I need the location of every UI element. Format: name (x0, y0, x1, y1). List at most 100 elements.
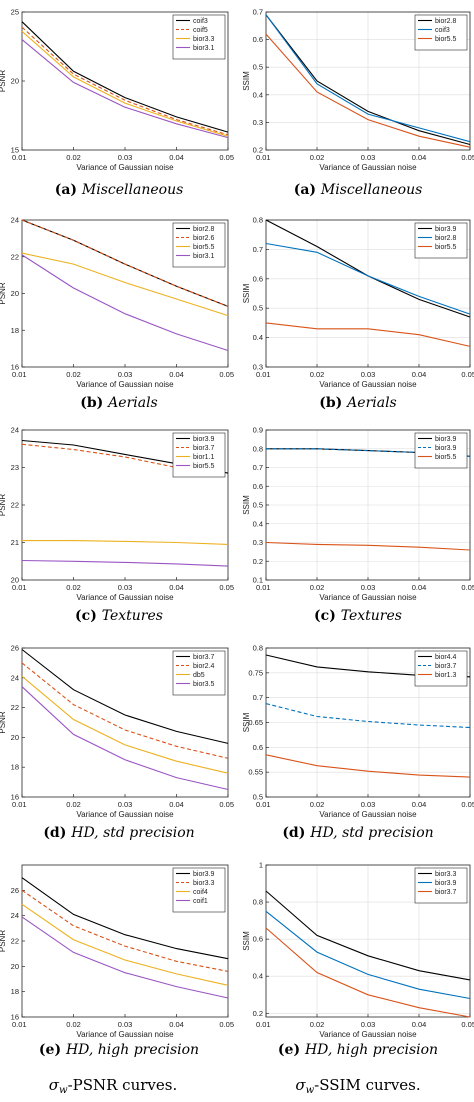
legend-entry: bior3.3 (435, 871, 457, 878)
y-tick-label: 0.5 (253, 63, 263, 72)
x-tick-label: 0.05 (219, 583, 234, 592)
x-tick-label: 0.04 (169, 153, 184, 162)
x-tick-label: 0.04 (412, 583, 427, 592)
y-tick-label: 20 (11, 733, 19, 742)
x-axis-label: Variance of Gaussian noise (319, 163, 417, 172)
chart-panel-8: 0.01 0.02 0.03 0.04 0.05 16 18 20 22 24 26 Variance… (0, 864, 234, 1058)
caption-label: (d) (43, 825, 71, 841)
y-tick-label: 0.6 (253, 935, 263, 944)
y-tick-label: 20 (11, 962, 19, 971)
series-line-bior3.3 (265, 890, 471, 981)
panel-caption: (a) Miscellaneous (55, 182, 184, 198)
x-tick-label: 0.01 (12, 800, 27, 809)
legend-entry: bior3.1 (193, 253, 215, 260)
y-tick-label: 0.9 (253, 426, 263, 435)
panel-caption: (c) Textures (314, 608, 402, 624)
y-axis-label: SSIM (242, 283, 251, 303)
legend-entry: bior3.3 (193, 36, 215, 43)
series-line-bior2.8 (265, 14, 471, 146)
caption-name: Aerials (106, 395, 158, 411)
caption-text: -PSNR curves. (68, 1076, 178, 1094)
legend-entry: bior2.8 (435, 18, 457, 25)
legend-entry: db5 (193, 672, 205, 679)
x-tick-label: 0.05 (461, 800, 474, 809)
y-tick-label: 26 (11, 886, 19, 895)
caption-label: (b) (319, 395, 347, 411)
series-line-bior5.5 (265, 322, 471, 347)
legend-entry: bior3.9 (193, 436, 215, 443)
legend-entry: bior3.9 (193, 871, 215, 878)
x-tick-label: 0.03 (361, 583, 376, 592)
legend-entry: bior1.3 (435, 672, 457, 679)
x-tick-label: 0.01 (12, 153, 27, 162)
y-tick-label: 18 (11, 987, 19, 996)
x-tick-label: 0.03 (118, 800, 133, 809)
y-tick-label: 20 (11, 289, 19, 298)
series-line-coif3 (21, 21, 229, 133)
legend-entry: bior5.5 (435, 454, 457, 461)
caption-name: Miscellaneous (81, 182, 183, 198)
column-caption-psnr: σw-PSNR curves. (49, 1076, 178, 1096)
y-tick-label: 0.8 (253, 644, 263, 653)
y-tick-label: 0.1 (253, 576, 263, 585)
legend-entry: bior3.1 (193, 45, 215, 52)
x-tick-label: 0.05 (461, 370, 474, 379)
y-tick-label: 0.55 (248, 768, 263, 777)
x-tick-label: 0.02 (66, 583, 81, 592)
caption-name: Textures (102, 608, 163, 624)
legend-entry: bior3.7 (193, 654, 215, 661)
legend-box (172, 432, 226, 478)
x-tick-label: 0.02 (310, 370, 325, 379)
series-line-bior3.3 (21, 30, 229, 137)
legend-box (172, 650, 226, 696)
y-tick-label: 0.3 (253, 538, 263, 547)
x-tick-label: 0.01 (256, 583, 271, 592)
y-axis-label: PSNR (0, 494, 7, 516)
legend-entry: bior3.7 (435, 889, 457, 896)
chart-panel-3: 0.01 0.02 0.03 0.04 0.05 0.3 0.4 0.5 0.6 0.7 0.8 Va… (242, 216, 474, 412)
x-tick-label: 0.02 (66, 370, 81, 379)
y-tick-label: 0.5 (253, 501, 263, 510)
y-axis-label: SSIM (242, 495, 251, 515)
x-tick-label: 0.03 (118, 1020, 133, 1029)
x-tick-label: 0.04 (169, 800, 184, 809)
x-tick-label: 0.05 (219, 370, 234, 379)
legend-entry: bior5.5 (435, 244, 457, 251)
legend-entry: bior5.5 (193, 244, 215, 251)
y-tick-label: 0.75 (248, 668, 263, 677)
x-tick-label: 0.04 (169, 583, 184, 592)
caption-name: Textures (341, 608, 402, 624)
y-axis-label: PSNR (0, 930, 7, 952)
legend-entry: bior3.9 (435, 226, 457, 233)
y-tick-label: 0.6 (253, 35, 263, 44)
y-tick-label: 16 (11, 793, 19, 802)
legend-entry: bior5.5 (193, 463, 215, 470)
series-line-bior5.5 (21, 252, 229, 317)
y-tick-label: 25 (11, 8, 19, 17)
y-tick-label: 21 (11, 538, 19, 547)
y-tick-label: 0.8 (253, 898, 263, 907)
y-tick-label: 0.3 (253, 363, 263, 372)
x-tick-label: 0.05 (219, 1020, 234, 1029)
x-tick-label: 0.02 (66, 1020, 81, 1029)
legend-entry: coif5 (193, 27, 208, 34)
panel-caption: (b) Aerials (80, 395, 158, 411)
y-tick-label: 0.5 (253, 793, 263, 802)
legend-entry: coif3 (193, 18, 208, 25)
caption-name: Miscellaneous (320, 182, 422, 198)
legend-entry: bior4.4 (435, 654, 457, 661)
y-tick-label: 0.7 (253, 463, 263, 472)
x-tick-label: 0.01 (256, 1020, 271, 1029)
x-tick-label: 0.01 (256, 800, 271, 809)
x-tick-label: 0.04 (412, 1020, 427, 1029)
x-tick-label: 0.04 (412, 370, 427, 379)
caption-label: (e) (39, 1042, 66, 1058)
series-line-bior3.5 (21, 686, 229, 791)
x-axis-label: Variance of Gaussian noise (319, 380, 417, 389)
caption-name: HD, high precision (65, 1042, 199, 1058)
chart-panel-0: 0.01 0.02 0.03 0.04 0.05 15 20 25 Variance of Ga… (0, 8, 234, 199)
caption-label: (e) (278, 1042, 305, 1058)
caption-label: (c) (75, 608, 102, 624)
chart-panel-2: 0.01 0.02 0.03 0.04 0.05 16 18 20 22 24 Variance o… (0, 216, 234, 412)
y-tick-label: 0.4 (253, 972, 263, 981)
